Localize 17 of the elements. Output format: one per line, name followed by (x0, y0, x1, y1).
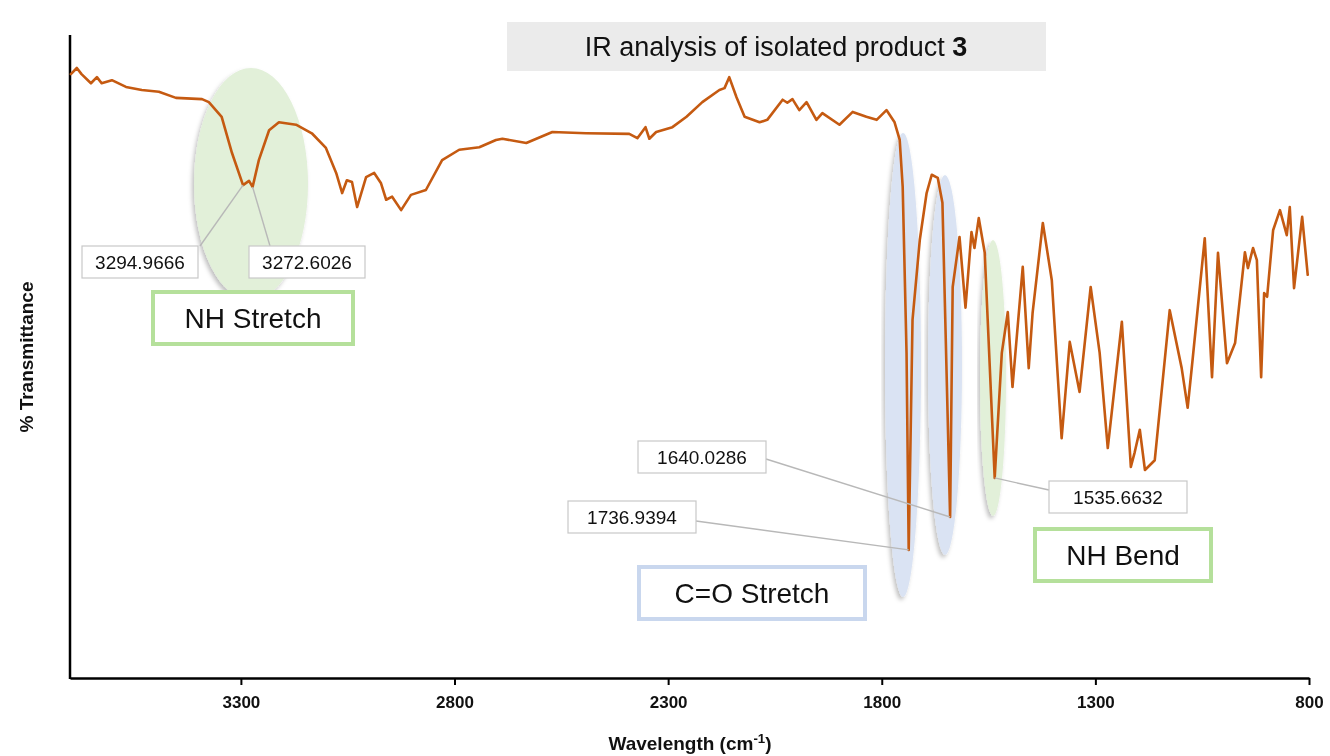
x-tick-label: 1300 (1076, 693, 1115, 713)
annotation: 3294.9666 (95, 252, 185, 273)
annotation: 1640.0286 (657, 447, 747, 468)
annotation: 3272.6026 (262, 252, 352, 273)
annotation: 1736.9394 (587, 507, 678, 528)
x-axis-title: Wavelength (cm$^{-1}$) (608, 730, 772, 754)
annotation: NH Bend (1066, 540, 1180, 571)
chart-title: IR analysis of isolated product 3 (584, 32, 968, 62)
x-tick-label: 1800 (863, 693, 902, 713)
x-tick-label: 2800 (436, 693, 474, 713)
annotation: 1535.6632 (1073, 487, 1163, 508)
annotation: C=O Stretch (674, 578, 830, 609)
x-tick-label: 2300 (649, 693, 688, 713)
annotation: NH Stretch (184, 303, 322, 334)
y-axis-title: % Transmittance (16, 281, 37, 433)
x-tick-label: 800 (1295, 693, 1324, 713)
x-tick-label: 3300 (222, 693, 261, 713)
